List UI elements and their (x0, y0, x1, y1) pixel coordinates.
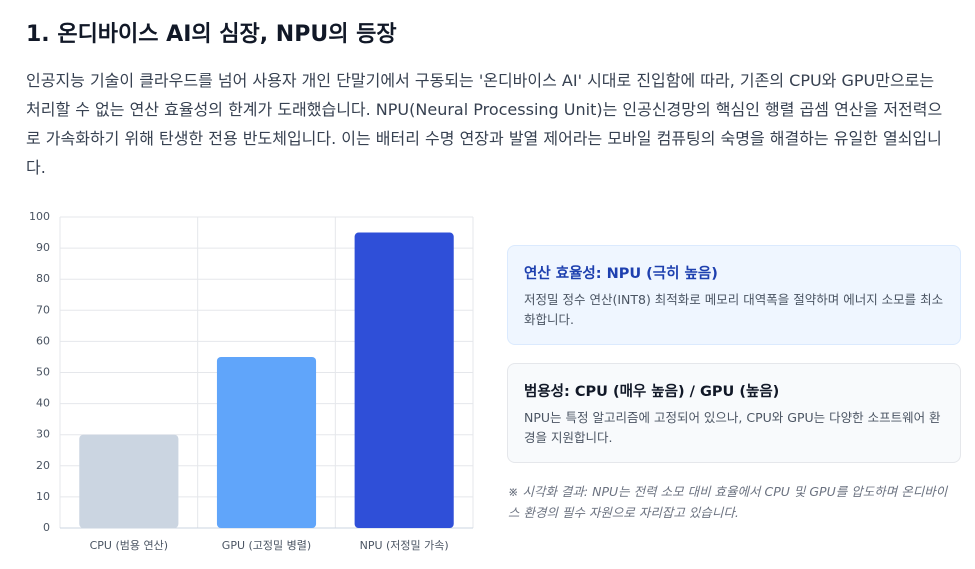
card-text: NPU는 특정 알고리즘에 고정되어 있으나, CPU와 GPU는 다양한 소프… (524, 410, 941, 445)
y-tick-label: 50 (36, 366, 50, 379)
bar (79, 434, 179, 528)
paragraph: 인공지능 기술이 클라우드를 넘어 사용자 개인 단말기에서 구동되는 '온디바… (26, 71, 943, 177)
x-tick-label: NPU (저정밀 가속) (360, 539, 449, 552)
bar (216, 356, 317, 528)
y-tick-label: 40 (36, 397, 50, 410)
x-tick-label: GPU (고정밀 병렬) (222, 539, 311, 552)
y-tick-label: 70 (36, 303, 50, 316)
card-title: 범용성: CPU (매우 높음) / GPU (높음) (524, 384, 780, 400)
card-text: 저정밀 정수 연산(INT8) 최적화로 메모리 대역폭을 절약하며 에너지 소… (524, 292, 944, 327)
card: 범용성: CPU (매우 높음) / GPU (높음) NPU는 특정 알고리즘… (507, 363, 961, 463)
bar (354, 232, 454, 529)
y-tick-label: 90 (36, 241, 50, 254)
heading: 1. 온디바이스 AI의 심장, NPU의 등장 (26, 22, 397, 47)
y-tick-label: 0 (43, 521, 50, 534)
y-tick-label: 30 (36, 428, 50, 441)
y-tick-label: 60 (36, 334, 50, 347)
x-tick-label: CPU (범용 연산) (90, 539, 168, 552)
card-title: 연산 효율성: NPU (극히 높음) (524, 266, 718, 282)
y-tick-label: 80 (36, 272, 50, 285)
chart: 0 10 20 30 40 50 60 70 80 90 100 CPU (범용 연산) GPU (고정… (29, 210, 474, 552)
y-tick-label: 10 (36, 490, 50, 503)
note: ※ 시각화 결과: NPU는 전력 소모 대비 효율에서 CPU 및 GPU를 … (508, 484, 948, 520)
y-tick-label: 20 (36, 459, 50, 472)
y-tick-label: 100 (29, 210, 50, 223)
card: 연산 효율성: NPU (극히 높음) 저정밀 정수 연산(INT8) 최적화로… (507, 245, 961, 345)
